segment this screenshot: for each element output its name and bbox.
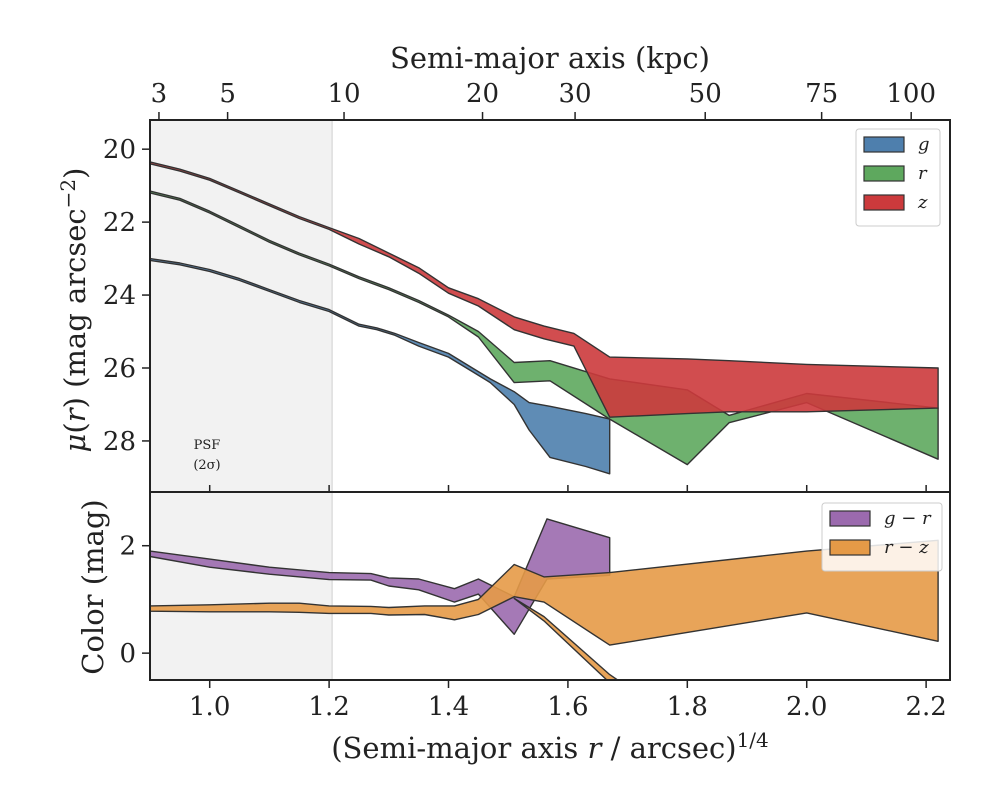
y-tick-label: 20 bbox=[103, 135, 136, 165]
psf-region bbox=[150, 120, 333, 492]
color-panel: 02 1.0 1.2 1.4 1.6 1.8 2.0 2.2 Color (mag) (Se… bbox=[76, 491, 951, 765]
legend-label: r − z bbox=[884, 537, 929, 558]
x-tick-label: 2.0 bbox=[786, 692, 827, 722]
y-tick-label: 26 bbox=[103, 354, 136, 384]
kpc-tick-label: 20 bbox=[466, 79, 499, 109]
y-tick-label: 22 bbox=[103, 208, 136, 238]
bottom-legend: g − r r − z bbox=[821, 502, 943, 572]
bottom-x-axis-label: (Semi-major axis r / arcsec)1/4 bbox=[331, 728, 769, 765]
legend-swatch bbox=[829, 539, 871, 556]
legend-swatch bbox=[863, 194, 905, 211]
legend-swatch bbox=[863, 165, 905, 182]
band-r bbox=[149, 190, 939, 466]
top-legend: grz bbox=[855, 128, 941, 227]
bottom-y-axis-label: Color (mag) bbox=[76, 499, 110, 674]
psf-shaded-region bbox=[150, 120, 333, 492]
top-y-axis-label: μ(r) (mag arcsec−2) bbox=[56, 168, 92, 453]
y-tick-label: 2 bbox=[119, 532, 136, 562]
kpc-tick-label: 10 bbox=[327, 79, 360, 109]
psf-shaded-region-bottom bbox=[150, 492, 333, 680]
color-band-tail bbox=[513, 597, 619, 680]
bottom-x-ticks: 1.0 1.2 1.4 1.6 1.8 2.0 2.2 bbox=[189, 680, 947, 722]
x-tick-label: 1.6 bbox=[547, 692, 588, 722]
kpc-tick-label: 100 bbox=[886, 79, 936, 109]
psf-label-line1: PSF bbox=[194, 438, 221, 453]
kpc-tick-label: 3 bbox=[151, 79, 168, 109]
legend-label: r bbox=[918, 163, 928, 184]
bottom-y-ticks: 02 bbox=[119, 532, 150, 669]
band-g bbox=[149, 257, 611, 475]
psf-label-line2: (2σ) bbox=[193, 458, 220, 473]
kpc-tick-label: 75 bbox=[805, 79, 838, 109]
top-y-ticks: 20 22 24 26 28 bbox=[103, 135, 150, 457]
bottom-plot-frame bbox=[149, 491, 951, 681]
x-tick-label: 1.8 bbox=[667, 692, 708, 722]
top-bands-layer bbox=[149, 161, 939, 475]
x-tick-label: 1.0 bbox=[189, 692, 230, 722]
legend-swatch bbox=[863, 136, 905, 153]
y-tick-label: 28 bbox=[103, 427, 136, 457]
band-z bbox=[149, 161, 939, 418]
top-x-ticks bbox=[208, 485, 927, 492]
surface-brightness-panel: 20 22 24 26 28 3 5 10 20 30 50 75 100 Semi-major ax… bbox=[56, 41, 951, 493]
kpc-axis-title: Semi-major axis (kpc) bbox=[390, 41, 710, 75]
y-tick-label: 0 bbox=[119, 639, 136, 669]
x-tick-label: 1.2 bbox=[308, 692, 349, 722]
kpc-axis-ticks: 3 5 10 20 30 50 75 100 bbox=[151, 79, 936, 120]
kpc-tick-label: 30 bbox=[559, 79, 592, 109]
kpc-tick-label: 50 bbox=[689, 79, 722, 109]
kpc-tick-label: 5 bbox=[219, 79, 236, 109]
legend-label: g bbox=[918, 134, 930, 155]
bottom-bands-layer bbox=[150, 518, 939, 680]
legend-label: g − r bbox=[884, 508, 932, 529]
x-tick-label: 2.2 bbox=[905, 692, 946, 722]
psf-region bbox=[150, 492, 333, 680]
y-tick-label: 24 bbox=[103, 281, 136, 311]
legend-swatch bbox=[829, 510, 871, 527]
color-band-rz bbox=[150, 539, 939, 646]
x-tick-label: 1.4 bbox=[428, 692, 469, 722]
legend-label: z bbox=[917, 192, 928, 213]
